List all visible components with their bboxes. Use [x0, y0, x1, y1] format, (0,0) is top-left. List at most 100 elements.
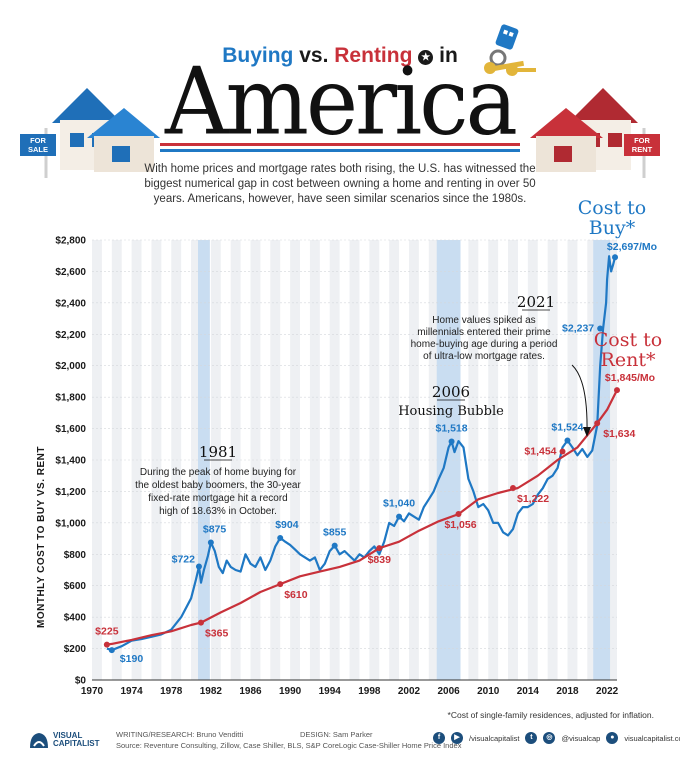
rent-end-point [614, 387, 620, 394]
annotation-2021-line-1: Home values spiked as [432, 315, 535, 326]
x-tick-label: 2006 [437, 686, 460, 697]
y-tick-label: $1,000 [55, 518, 86, 529]
data-point [277, 534, 284, 541]
y-tick-label: $400 [64, 613, 87, 624]
annotation-2006-head: Housing Bubble [398, 404, 504, 419]
visual-capitalist-logo[interactable]: VISUAL CAPITALIST [28, 728, 108, 752]
source-credit: Source: Reventure Consulting, Zillow, Ca… [116, 741, 462, 750]
annotation-2006-year: 2006 [432, 383, 470, 401]
footer: VISUAL CAPITALIST WRITING/RESEARCH: Brun… [28, 728, 680, 752]
y-tick-label: $2,600 [55, 267, 86, 278]
annotation-1981-line-4: high of 18.63% in October. [159, 506, 277, 517]
in-word: in [439, 44, 458, 67]
data-label: $855 [323, 527, 347, 539]
data-point [594, 420, 601, 427]
y-tick-label: $2,800 [55, 236, 86, 247]
data-label: $1,524 [551, 422, 583, 434]
globe-icon[interactable]: ● [606, 732, 619, 744]
x-tick-label: 1982 [200, 686, 223, 697]
annotation-2021-line-3: home-buying age during a period [411, 339, 558, 350]
social-handle-1[interactable]: /visualcapitalist [469, 733, 520, 743]
subtitle-line: Buying vs. Renting ★ in [0, 44, 680, 68]
logo-wordmark: VISUAL CAPITALIST [53, 732, 100, 748]
for-rent-sign: FOR RENT [624, 134, 660, 156]
intro-text: With home prices and mortgage rates both… [144, 163, 536, 205]
rent-end-value: $1,845/Mo [605, 372, 655, 384]
year-stripe [230, 240, 241, 680]
data-label: $225 [95, 626, 119, 638]
cost-to-rent-line [106, 389, 618, 646]
x-axis-ticks: 1970 1974 1978 1982 1986 1990 1994 1998 2002 2006… [81, 686, 619, 697]
x-tick-label: 1994 [319, 686, 342, 697]
grid-layer [92, 239, 617, 681]
facebook-icon[interactable]: f [433, 732, 445, 744]
x-tick-label: 1974 [120, 686, 143, 697]
red-house-illustration [530, 88, 646, 178]
cost-to-buy-line [106, 255, 617, 652]
x-tick-label: 2018 [556, 686, 579, 697]
data-point [103, 641, 110, 648]
annotation-1981-line-3: fixed-rate mortgage hit a record [148, 493, 288, 504]
buying-word: Buying [222, 44, 294, 67]
year-stripe [290, 240, 301, 680]
data-label: $2,237 [562, 322, 594, 334]
annotation-2021-line-2: millennials entered their prime [417, 327, 551, 338]
website-link[interactable]: visualcapitalist.com [624, 733, 680, 743]
data-label: $610 [284, 589, 308, 601]
series-lines [106, 254, 620, 652]
point-labels: $190 $722 $875 $904 $855 $1,040 $1,518 $1,524 $2… [95, 322, 635, 665]
buy-title-line-1: Cost to [578, 197, 646, 219]
year-stripe [270, 240, 281, 680]
data-label: $1,518 [436, 422, 468, 434]
annotation-2006: 2006 Housing Bubble [398, 383, 504, 419]
annotation-2021-arrow [571, 364, 588, 434]
social-handle-2[interactable]: @visualcap [561, 733, 601, 743]
x-tick-label: 1986 [239, 686, 262, 697]
data-point [331, 542, 338, 549]
for-sale-sign: FOR SALE [20, 134, 56, 156]
annotation-2021-line-4: of ultra-low mortgage rates. [423, 351, 545, 362]
title-rule-red [160, 143, 520, 146]
rent-end-title: Cost to Rent* $1,845/Mo [594, 329, 662, 384]
annotation-1981-year: 1981 [199, 443, 237, 461]
data-point [108, 647, 115, 654]
data-point [396, 513, 403, 520]
data-label: $1,040 [383, 498, 415, 510]
data-label: $1,454 [524, 446, 556, 458]
data-point [455, 511, 462, 518]
year-stripe [389, 240, 400, 680]
instagram-icon[interactable]: ◎ [543, 732, 556, 744]
x-tick-label: 1990 [279, 686, 302, 697]
footnote: *Cost of single-family residences, adjus… [447, 710, 654, 720]
social-links: f ▶ /visualcapitalist t ◎ @visualcap ● v… [433, 732, 680, 744]
year-stripe [250, 240, 261, 680]
keys-icon [484, 24, 536, 76]
youtube-icon[interactable]: ▶ [451, 732, 463, 744]
logo-word-1: VISUAL [53, 731, 83, 740]
data-point [448, 438, 455, 445]
rent-title-line-2: Rent* [601, 349, 656, 371]
year-stripe [369, 240, 380, 680]
x-tick-label: 2022 [596, 686, 619, 697]
annotation-2021-year: 2021 [517, 293, 555, 311]
x-tick-label: 1998 [358, 686, 381, 697]
data-label: $1,222 [517, 493, 549, 505]
data-point [597, 325, 604, 332]
data-label: $875 [203, 524, 227, 536]
y-tick-label: $1,600 [55, 424, 86, 435]
data-label: $1,634 [603, 428, 635, 440]
data-point [376, 545, 383, 552]
data-point [197, 619, 204, 626]
twitter-icon[interactable]: t [525, 732, 538, 744]
buy-vs-rent-chart: $0 $200 $400 $600 $800 $1,000 $1,200 $1,400 $1,6… [36, 197, 662, 697]
x-tick-label: 1978 [160, 686, 183, 697]
buy-end-title: Cost to Buy* $2,697/Mo [578, 197, 657, 253]
annotation-1981-line-1: During the peak of home buying for [140, 467, 297, 478]
x-tick-label: 2010 [477, 686, 500, 697]
annotation-1981-line-2: the oldest baby boomers, the 30-year [135, 480, 301, 491]
star-icon: ★ [418, 50, 434, 65]
buy-end-value: $2,697/Mo [607, 241, 657, 253]
y-tick-label: $0 [75, 676, 87, 687]
year-stripe [329, 240, 340, 680]
data-label: $839 [368, 554, 392, 566]
